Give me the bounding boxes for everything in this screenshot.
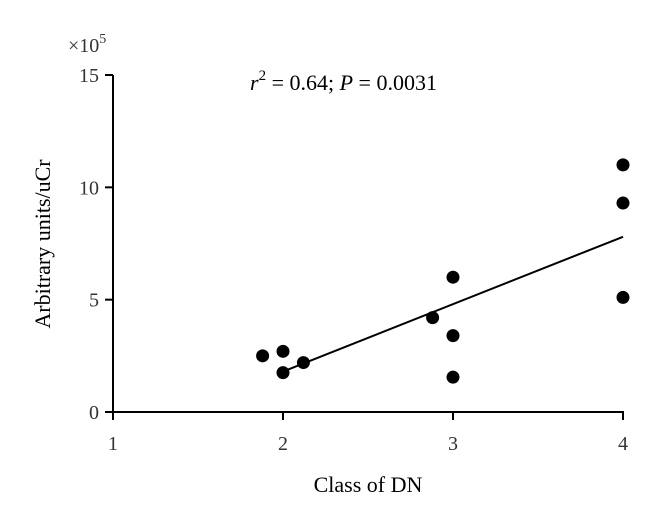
x-ticks: 1 2 3 4 xyxy=(108,412,628,455)
x-axis-label: Class of DN xyxy=(314,472,423,497)
p-symbol: P xyxy=(339,70,353,95)
data-point xyxy=(426,311,440,325)
data-point xyxy=(296,356,310,370)
regression-line xyxy=(282,235,624,373)
y-tick-label: 5 xyxy=(89,290,99,312)
y-axis-label: Arbitrary units/uCr xyxy=(30,159,55,329)
axes xyxy=(112,75,624,413)
data-point xyxy=(616,158,630,172)
x-tick-label: 1 xyxy=(108,433,118,455)
data-point xyxy=(446,329,460,343)
data-point xyxy=(276,344,290,358)
data-point xyxy=(256,349,270,363)
x-tick-label: 3 xyxy=(448,433,458,455)
data-point xyxy=(616,290,630,304)
data-points xyxy=(256,158,630,384)
r-symbol: r xyxy=(250,70,259,95)
r-value: = 0.64; xyxy=(266,70,340,95)
x-tick-label: 4 xyxy=(618,433,628,455)
multiplier-exponent: 5 xyxy=(99,32,106,47)
p-value: = 0.0031 xyxy=(353,70,437,95)
stats-annotation: r2 = 0.64; P = 0.0031 xyxy=(250,68,437,95)
data-point xyxy=(276,366,290,380)
x-tick-label: 2 xyxy=(278,433,288,455)
r-exponent: 2 xyxy=(259,68,267,84)
data-point xyxy=(446,370,460,384)
y-tick-label: 15 xyxy=(79,65,99,87)
y-tick-label: 0 xyxy=(89,402,99,424)
y-ticks: 0 5 10 15 xyxy=(79,65,113,424)
data-point xyxy=(446,270,460,284)
y-tick-label: 10 xyxy=(79,177,99,199)
y-axis-multiplier: ×105 xyxy=(68,32,106,57)
data-point xyxy=(616,196,630,210)
multiplier-base: ×10 xyxy=(68,35,99,57)
